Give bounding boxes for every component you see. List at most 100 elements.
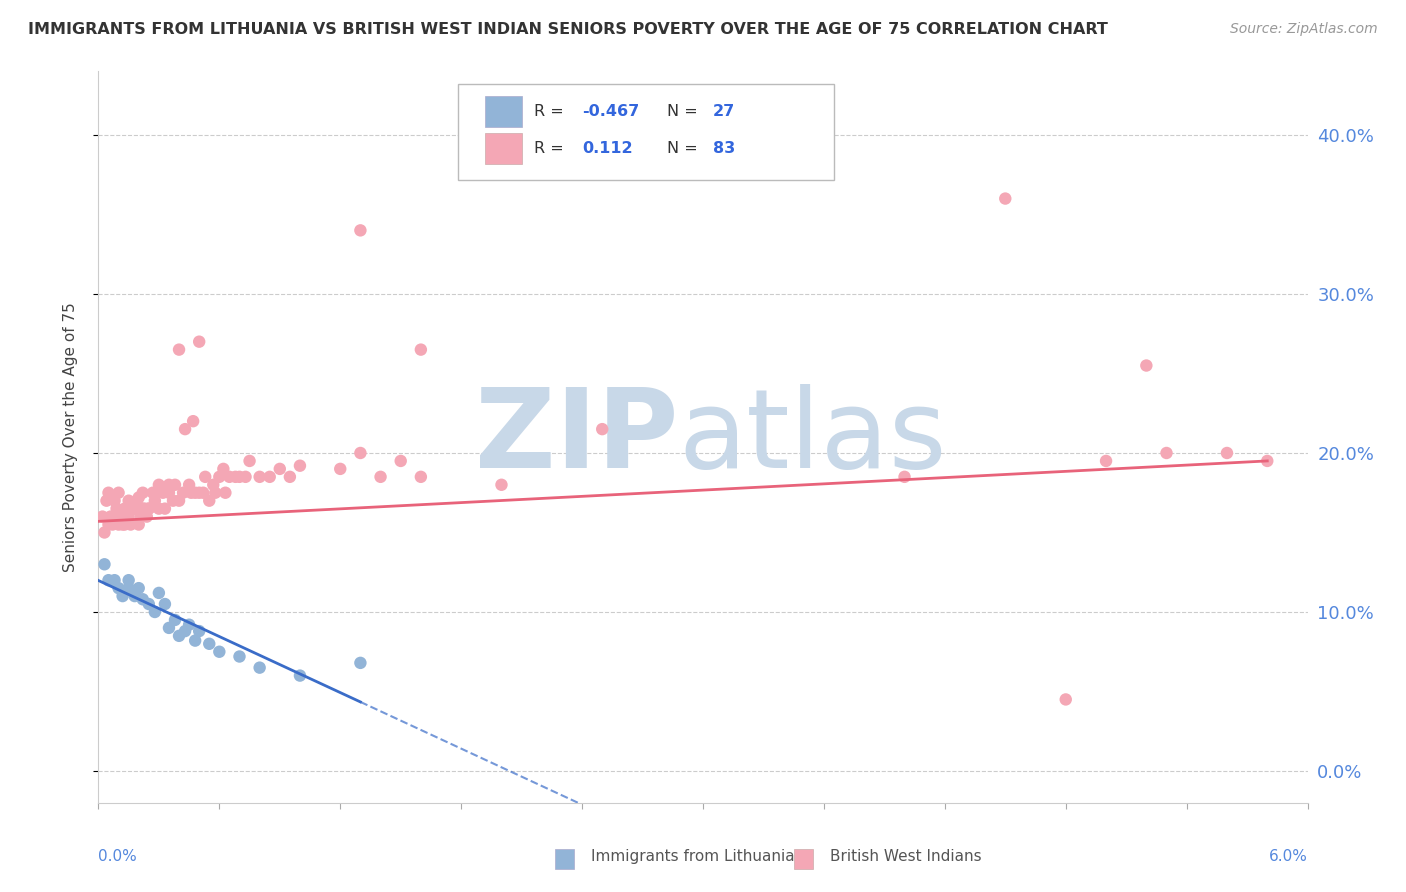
FancyBboxPatch shape <box>457 84 834 179</box>
Text: 27: 27 <box>713 104 735 120</box>
Text: Source: ZipAtlas.com: Source: ZipAtlas.com <box>1230 22 1378 37</box>
Point <box>228 649 250 664</box>
Point <box>132 501 155 516</box>
Point <box>491 477 513 491</box>
Point <box>208 470 231 484</box>
Point <box>288 668 311 682</box>
Point <box>97 485 120 500</box>
Text: 0.112: 0.112 <box>582 141 633 156</box>
Point <box>105 501 128 516</box>
Text: 0.0%: 0.0% <box>98 849 138 863</box>
Point <box>188 485 211 500</box>
Text: IMMIGRANTS FROM LITHUANIA VS BRITISH WEST INDIAN SENIORS POVERTY OVER THE AGE OF: IMMIGRANTS FROM LITHUANIA VS BRITISH WES… <box>28 22 1108 37</box>
Point <box>167 629 190 643</box>
Text: R =: R = <box>534 104 568 120</box>
Point <box>124 589 146 603</box>
Point <box>184 485 207 500</box>
Point <box>1054 692 1077 706</box>
Point <box>269 462 291 476</box>
Point <box>188 624 211 638</box>
Point <box>288 458 311 473</box>
Point <box>135 509 157 524</box>
Point <box>107 581 129 595</box>
Text: ZIP: ZIP <box>475 384 679 491</box>
Point <box>128 491 150 505</box>
Point <box>259 470 281 484</box>
Point <box>118 493 141 508</box>
Point <box>153 597 176 611</box>
Point <box>1095 454 1118 468</box>
Point <box>349 223 371 237</box>
Point <box>124 501 146 516</box>
Point <box>204 485 226 500</box>
Point <box>193 485 215 500</box>
Point <box>115 501 138 516</box>
Point <box>224 470 246 484</box>
Point <box>179 617 201 632</box>
Point <box>128 581 150 595</box>
Text: N =: N = <box>666 104 703 120</box>
Point <box>118 581 141 595</box>
Point <box>143 493 166 508</box>
Point <box>198 493 221 508</box>
Point <box>101 517 124 532</box>
Point <box>125 497 148 511</box>
Point <box>389 454 412 468</box>
Point <box>93 558 115 572</box>
Point <box>96 493 118 508</box>
Point <box>132 485 155 500</box>
Point <box>202 477 225 491</box>
Point <box>349 446 371 460</box>
Point <box>103 509 125 524</box>
Point <box>142 485 165 500</box>
Point <box>278 470 301 484</box>
Point <box>157 485 180 500</box>
Text: atlas: atlas <box>679 384 948 491</box>
Point <box>162 493 184 508</box>
Point <box>174 624 197 638</box>
Point <box>218 470 240 484</box>
Point <box>349 656 371 670</box>
Point <box>181 414 204 428</box>
Point <box>1256 454 1278 468</box>
Point <box>118 509 141 524</box>
Bar <box>794 849 813 869</box>
Point <box>184 633 207 648</box>
FancyBboxPatch shape <box>485 133 522 163</box>
Text: British West Indians: British West Indians <box>830 849 981 863</box>
Point <box>132 592 155 607</box>
Point <box>97 517 120 532</box>
Text: 83: 83 <box>713 141 735 156</box>
Point <box>143 605 166 619</box>
Point <box>157 621 180 635</box>
Point <box>167 493 190 508</box>
Point <box>111 589 134 603</box>
Point <box>152 485 174 500</box>
Y-axis label: Seniors Poverty Over the Age of 75: Seniors Poverty Over the Age of 75 <box>63 302 77 572</box>
Point <box>409 470 432 484</box>
Point <box>198 637 221 651</box>
Bar <box>555 849 574 869</box>
Point <box>174 422 197 436</box>
Point <box>1156 446 1178 460</box>
Point <box>148 586 170 600</box>
Point <box>134 501 156 516</box>
Point <box>107 485 129 500</box>
Point <box>103 573 125 587</box>
Text: Immigrants from Lithuania: Immigrants from Lithuania <box>591 849 794 863</box>
Point <box>329 462 352 476</box>
Point <box>188 334 211 349</box>
Point <box>128 517 150 532</box>
Point <box>180 485 202 500</box>
Point <box>239 454 262 468</box>
Point <box>153 501 176 516</box>
Point <box>163 613 186 627</box>
Point <box>107 517 129 532</box>
Point <box>129 509 152 524</box>
Point <box>121 501 143 516</box>
Point <box>138 501 160 516</box>
Point <box>114 517 136 532</box>
Point <box>228 470 250 484</box>
Point <box>994 192 1017 206</box>
Point <box>214 485 236 500</box>
